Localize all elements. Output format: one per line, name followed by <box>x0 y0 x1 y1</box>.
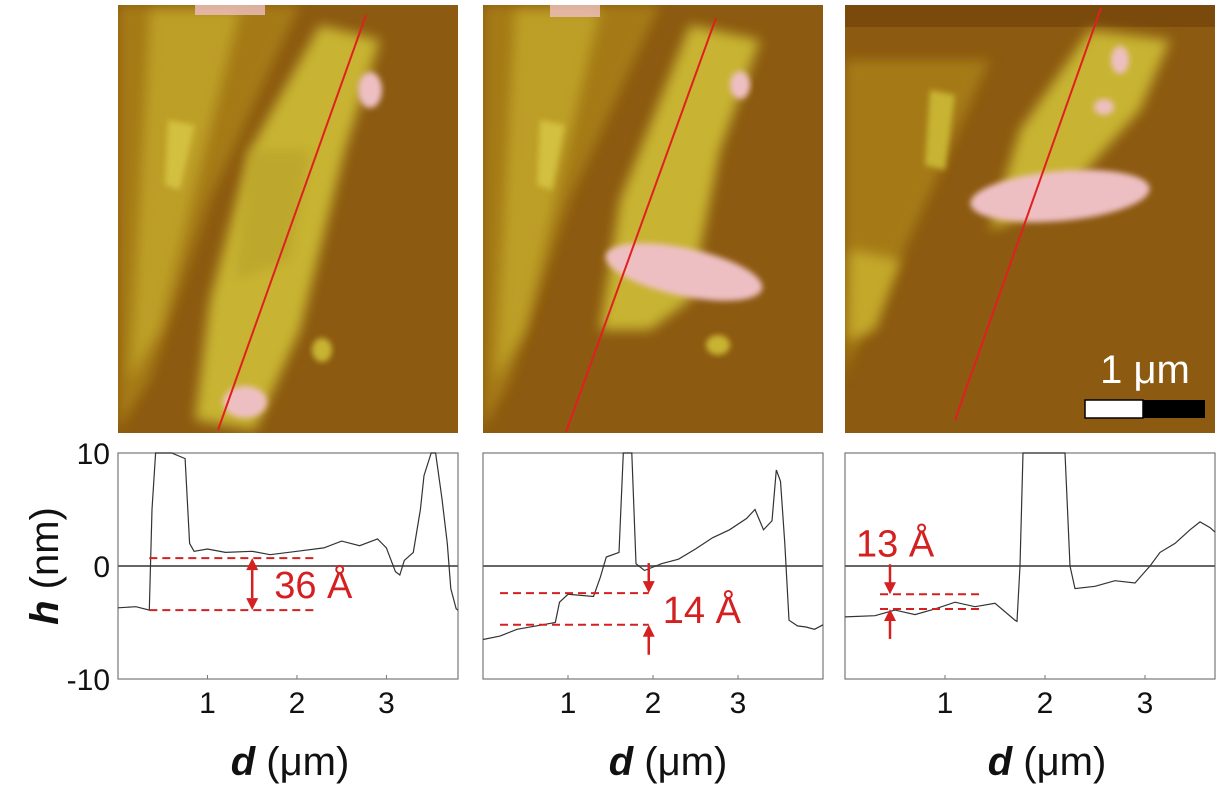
profile-line-left <box>217 14 367 431</box>
step-height-label-middle: 14 Å <box>663 588 742 632</box>
x-tick-label-right-1: 2 <box>1037 687 1054 720</box>
step-arrow-head-lower-right <box>884 608 896 621</box>
step-height-label-right: 13 Å <box>856 521 935 565</box>
x-axis-title-right-unit: (μm) <box>1012 740 1106 784</box>
x-axis-title-middle-unit: (μm) <box>633 740 727 784</box>
height-trace-right <box>844 452 1216 623</box>
x-axis-title-middle: d (μm) <box>609 740 728 784</box>
x-tick-label-right-2: 3 <box>1137 687 1154 720</box>
scale-bar: 1 μm <box>1084 348 1205 419</box>
x-axis-title-left-unit: (μm) <box>255 740 349 784</box>
x-axis-title-middle-symbol: d <box>609 740 635 784</box>
afm-image-left <box>118 5 458 433</box>
y-axis-title-symbol: h <box>23 600 67 624</box>
height-trace-left <box>117 452 459 611</box>
step-arrow-head-bottom-left <box>246 598 259 611</box>
step-arrow-head-upper-middle <box>642 581 655 594</box>
height-trace-middle <box>482 452 824 641</box>
x-axis-title-right: d (μm) <box>988 740 1107 784</box>
afm-image-middle <box>483 5 823 433</box>
y-tick-label-left-2: 10 <box>77 438 110 471</box>
x-tick-label-middle-1: 2 <box>645 687 662 720</box>
afm-image-right <box>845 5 1215 433</box>
x-tick-label-middle-2: 3 <box>730 687 747 720</box>
x-tick-label-middle-0: 1 <box>560 687 577 720</box>
x-axis-title-left-symbol: d <box>231 740 257 784</box>
x-tick-label-left-2: 3 <box>378 687 395 720</box>
step-arrow-head-lower-middle <box>642 624 655 637</box>
profile-line-middle <box>565 17 717 433</box>
y-tick-label-left-1: 0 <box>93 551 110 584</box>
y-tick-label-left-0: -10 <box>67 664 110 697</box>
step-height-label-left: 36 Å <box>274 563 353 607</box>
x-tick-label-left-0: 1 <box>199 687 216 720</box>
y-axis-title: h (nm) <box>23 507 67 625</box>
x-axis-title-left: d (μm) <box>231 740 350 784</box>
x-axis-title-right-symbol: d <box>988 740 1014 784</box>
profile-plots: 1 2 3 -10 0 10 36 Å 1 2 3 14 Å 1 2 3 13 Å <box>67 438 1216 720</box>
profile-line-right <box>954 7 1102 421</box>
y-axis-title-unit: (nm) <box>23 507 67 600</box>
step-arrow-head-top-left <box>246 558 259 571</box>
step-arrow-head-upper-right <box>884 582 896 595</box>
x-tick-label-left-1: 2 <box>289 687 306 720</box>
scale-bar-label: 1 μm <box>1100 348 1190 392</box>
x-tick-label-right-0: 1 <box>937 687 954 720</box>
